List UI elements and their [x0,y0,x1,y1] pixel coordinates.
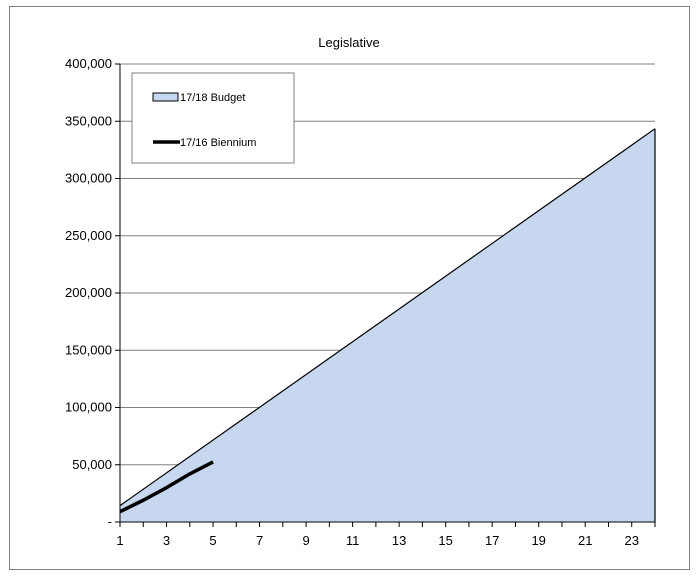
line-series-biennium [119,460,214,514]
legend-label-biennium: 17/16 Biennium [180,137,256,149]
chart-svg: Legislative - 50,000 100,000 150,000 200,000… [65,35,656,548]
x-tick-label: 15 [438,533,452,548]
x-tick-label: 7 [256,533,263,548]
x-tick-label: 1 [116,533,123,548]
legend-box [131,72,295,164]
y-tick-label: 50,000 [72,457,112,472]
x-tick-label: 19 [531,533,545,548]
chart-frame: Legislative - 50,000 100,000 150,000 200,000… [9,6,690,570]
line-layer [119,460,214,514]
legend-swatch-budget [152,92,179,102]
legend-label-budget: 17/18 Budget [180,92,245,104]
x-tick-label: 23 [625,533,639,548]
area-layer [119,128,656,522]
x-tick-labels: 1 3 5 7 9 11 13 15 17 19 21 23 [116,533,639,548]
area-top-edge [119,128,656,507]
y-tick-label: 150,000 [65,342,112,357]
y-tick-label: 400,000 [65,56,112,71]
x-tick-label: 21 [578,533,592,548]
y-tick-label: 200,000 [65,285,112,300]
y-tick-label: 350,000 [65,113,112,128]
y-tick-label: 100,000 [65,400,112,415]
x-tick-label: 11 [346,533,360,548]
legend: 17/18 Budget 17/16 Biennium [131,72,295,164]
chart-title: Legislative [318,35,379,50]
area-series-budget [120,128,655,522]
x-tick-label: 13 [392,533,406,548]
axes [119,64,655,523]
x-tick-label: 3 [163,533,170,548]
y-tick-label: - [108,514,112,529]
y-tick-label: 300,000 [65,171,112,186]
x-tick-label: 9 [302,533,309,548]
x-tick-label: 17 [485,533,499,548]
x-tick-label: 5 [209,533,216,548]
y-tick-label: 250,000 [65,228,112,243]
y-tick-labels: - 50,000 100,000 150,000 200,000 250,000 300,0… [65,56,112,529]
